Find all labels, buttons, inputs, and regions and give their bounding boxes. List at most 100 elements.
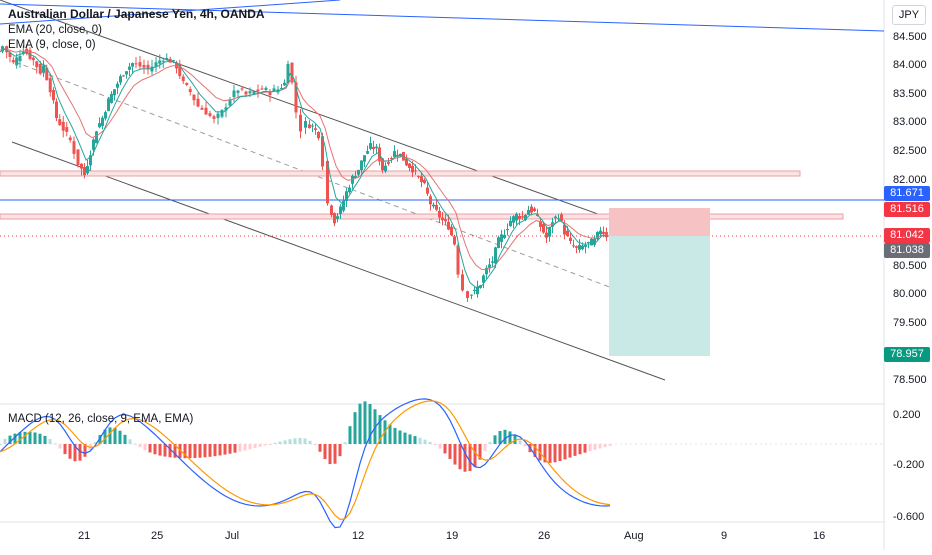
candle-body (98, 123, 101, 128)
candle-body (521, 216, 524, 218)
macd-histogram-bar (78, 444, 82, 461)
candle-body (181, 76, 185, 82)
candle-body (345, 191, 348, 202)
candle-body (575, 246, 578, 248)
candle-body (372, 146, 375, 150)
candle-body (405, 158, 408, 166)
candle-body (311, 125, 314, 127)
candle-body (122, 75, 125, 77)
candle-body (414, 170, 417, 172)
macd-histogram-bar (58, 444, 62, 449)
candle-body (476, 286, 479, 295)
candle-body (509, 220, 512, 227)
candle-body (473, 289, 476, 291)
candle-body (518, 216, 521, 219)
candle-body (80, 163, 83, 169)
candle-body (317, 132, 320, 139)
macd-histogram-bar (33, 432, 37, 444)
candle-body (61, 121, 65, 131)
candle-body (527, 209, 530, 215)
candle-body (31, 57, 35, 61)
price-tag: 81.038 (884, 243, 930, 258)
candle-body (578, 244, 581, 250)
price-tag: 81.516 (884, 202, 930, 217)
macd-histogram-bar (323, 444, 327, 460)
macd-histogram-bar (208, 444, 212, 457)
macd-histogram-bar (408, 434, 412, 444)
macd-histogram-bar (0, 444, 2, 445)
macd-histogram-bar (3, 438, 7, 444)
candle-body (272, 88, 276, 92)
candle-body (444, 219, 447, 222)
candle-body (65, 127, 69, 132)
macd-histogram-bar (228, 444, 232, 454)
candle-body (408, 163, 411, 168)
candle-body (165, 57, 169, 60)
candle-body (554, 216, 557, 219)
candle-body (192, 94, 196, 101)
macd-histogram-bar (378, 415, 382, 444)
candle-body (308, 124, 311, 129)
macd-histogram-bar (158, 444, 162, 456)
macd-histogram-bar (83, 444, 87, 457)
candle-body (150, 66, 154, 72)
macd-histogram-bar (108, 427, 112, 444)
ema9-legend[interactable]: EMA (9, close, 0) (8, 39, 96, 51)
macd-histogram-bar (173, 444, 177, 458)
macd-histogram-bar (593, 444, 597, 450)
macd-histogram-bar (253, 444, 257, 449)
candle-body (299, 114, 302, 132)
candle-body (512, 216, 515, 223)
candle-body (185, 82, 189, 85)
ema9-line (0, 48, 609, 288)
price-axis-label: 80.500 (893, 260, 927, 272)
macd-histogram-bar (403, 432, 407, 444)
macd-histogram-bar (453, 444, 457, 465)
price-axis-label: 82.000 (893, 174, 927, 186)
macd-histogram-bar (213, 444, 217, 457)
macd-histogram-bar (293, 438, 297, 444)
currency-button[interactable]: JPY (892, 5, 926, 25)
macd-histogram-bar (493, 435, 497, 444)
candle-body (432, 204, 435, 207)
candle-body (158, 60, 162, 64)
candle-body (557, 218, 560, 220)
symbol-title[interactable]: Australian Dollar / Japanese Yen, 4h, OA… (8, 7, 265, 21)
resistance-zone-lower (0, 213, 844, 220)
candle-body (450, 226, 453, 236)
macd-histogram-bar (488, 442, 492, 444)
candle-body (134, 63, 138, 65)
candle-body (500, 234, 503, 242)
macd-legend[interactable]: MACD (12, 26, close, 9, EMA, EMA) (8, 413, 194, 425)
candle-body (542, 223, 545, 233)
price-axis-label: 83.000 (893, 116, 927, 128)
macd-histogram-bar (513, 435, 517, 444)
candle-body (256, 89, 260, 92)
macd-histogram-bar (113, 427, 117, 444)
candle-body (208, 113, 212, 116)
candle-body (381, 158, 384, 171)
ema20-legend[interactable]: EMA (20, close, 0) (8, 24, 102, 36)
macd-histogram-bar (48, 439, 52, 444)
candle-body (76, 149, 80, 166)
candle-body (216, 113, 220, 118)
time-axis-label: 9 (721, 530, 728, 542)
candle-body (447, 221, 450, 230)
price-tag: 81.042 (884, 228, 930, 243)
candle-body (101, 117, 104, 126)
candle-body (178, 63, 182, 77)
candle-body (563, 224, 566, 235)
macd-histogram-bar (518, 440, 522, 444)
candle-body (560, 214, 563, 222)
candle-body (68, 137, 72, 141)
candle-body (204, 107, 208, 115)
macd-histogram-bar (268, 444, 272, 445)
macd-histogram-bar (238, 444, 242, 452)
candle-body (342, 200, 345, 211)
candle-body (524, 214, 527, 220)
time-axis-label: 19 (446, 530, 459, 542)
macd-histogram-bar (473, 444, 477, 467)
macd-histogram-bar (98, 434, 102, 444)
